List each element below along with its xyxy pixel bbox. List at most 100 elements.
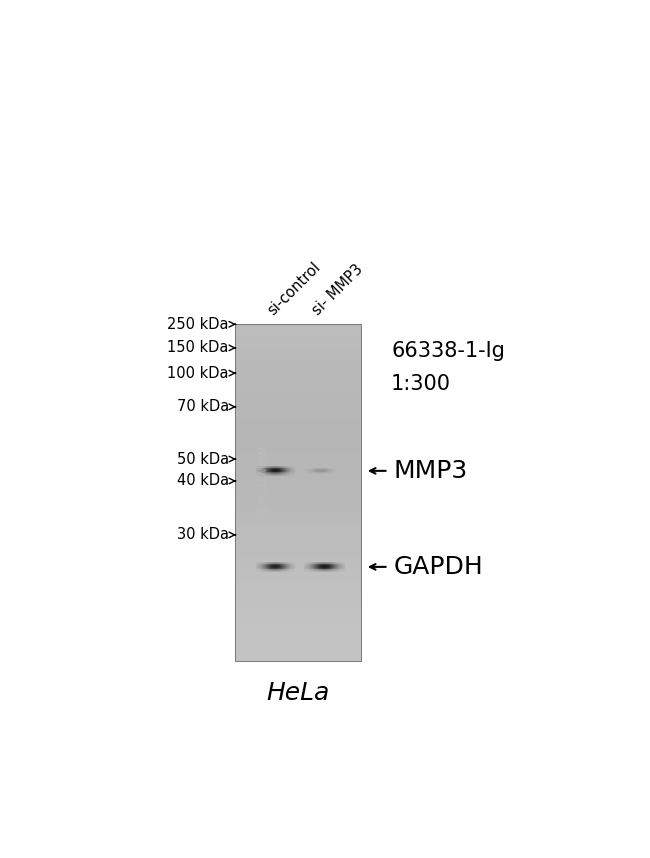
Bar: [235, 397, 361, 400]
Bar: [235, 360, 361, 364]
Bar: [235, 395, 361, 397]
Bar: [235, 389, 361, 391]
Bar: [235, 521, 361, 523]
Bar: [235, 636, 361, 638]
Text: WWW.TCGAB.COM: WWW.TCGAB.COM: [255, 444, 265, 541]
Bar: [235, 408, 361, 411]
Bar: [235, 327, 361, 329]
Bar: [235, 546, 361, 549]
Bar: [235, 616, 361, 619]
Bar: [235, 341, 361, 344]
Bar: [235, 358, 361, 360]
Bar: [235, 324, 361, 327]
Bar: [235, 532, 361, 535]
Bar: [235, 456, 361, 459]
Bar: [235, 445, 361, 448]
Bar: [235, 633, 361, 636]
Bar: [235, 518, 361, 521]
Bar: [235, 468, 361, 470]
Bar: [235, 372, 361, 375]
Bar: [235, 589, 361, 591]
Bar: [235, 527, 361, 529]
Bar: [235, 428, 361, 431]
Bar: [235, 391, 361, 395]
Bar: [235, 434, 361, 437]
Bar: [235, 554, 361, 558]
Bar: [235, 479, 361, 481]
Bar: [235, 580, 361, 583]
Bar: [235, 622, 361, 625]
Text: 30 kDa: 30 kDa: [177, 528, 229, 542]
Bar: [235, 658, 361, 662]
Bar: [235, 364, 361, 366]
Bar: [235, 558, 361, 560]
Bar: [235, 656, 361, 658]
Bar: [235, 384, 361, 386]
Bar: [235, 386, 361, 389]
Bar: [235, 487, 361, 490]
Bar: [235, 335, 361, 338]
Text: GAPDH: GAPDH: [393, 555, 484, 579]
Bar: [235, 496, 361, 498]
Bar: [235, 437, 361, 439]
Bar: [235, 541, 361, 543]
Bar: [235, 417, 361, 420]
Bar: [235, 510, 361, 512]
Bar: [235, 501, 361, 504]
Bar: [235, 484, 361, 487]
Bar: [235, 642, 361, 644]
Bar: [235, 465, 361, 468]
Bar: [235, 605, 361, 607]
Bar: [235, 347, 361, 349]
Bar: [235, 450, 361, 453]
Text: 40 kDa: 40 kDa: [177, 474, 229, 488]
Bar: [235, 638, 361, 642]
Text: MMP3: MMP3: [393, 459, 468, 483]
Bar: [235, 507, 361, 510]
Bar: [235, 324, 361, 662]
Bar: [235, 647, 361, 650]
Bar: [235, 369, 361, 372]
Bar: [235, 596, 361, 600]
Bar: [235, 353, 361, 355]
Bar: [235, 552, 361, 554]
Text: si-control: si-control: [265, 259, 323, 317]
Bar: [235, 420, 361, 422]
Bar: [235, 619, 361, 622]
Bar: [235, 569, 361, 571]
Bar: [235, 611, 361, 613]
Bar: [235, 490, 361, 492]
Bar: [235, 422, 361, 426]
Bar: [235, 329, 361, 333]
Bar: [235, 625, 361, 627]
Bar: [235, 600, 361, 602]
Bar: [235, 602, 361, 605]
Bar: [235, 426, 361, 428]
Bar: [235, 591, 361, 594]
Text: 250 kDa: 250 kDa: [167, 317, 229, 332]
Bar: [235, 571, 361, 574]
Bar: [235, 574, 361, 577]
Bar: [235, 380, 361, 384]
Bar: [235, 431, 361, 434]
Bar: [235, 549, 361, 552]
Bar: [235, 535, 361, 538]
Text: 1:300: 1:300: [391, 374, 451, 394]
Text: 70 kDa: 70 kDa: [177, 399, 229, 414]
Bar: [235, 543, 361, 546]
Text: 150 kDa: 150 kDa: [168, 341, 229, 355]
Bar: [235, 366, 361, 369]
Bar: [235, 613, 361, 616]
Bar: [235, 631, 361, 633]
Bar: [235, 481, 361, 484]
Bar: [235, 448, 361, 450]
Bar: [235, 406, 361, 408]
Text: 100 kDa: 100 kDa: [167, 366, 229, 381]
Bar: [235, 583, 361, 585]
Bar: [235, 565, 361, 569]
Text: si- MMP3: si- MMP3: [310, 262, 367, 317]
Bar: [235, 585, 361, 589]
Bar: [235, 523, 361, 527]
Bar: [235, 538, 361, 541]
Text: HeLa: HeLa: [266, 681, 330, 705]
